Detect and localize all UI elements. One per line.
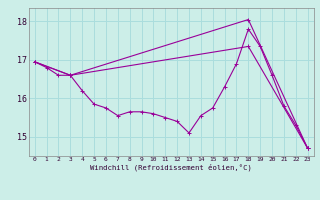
X-axis label: Windchill (Refroidissement éolien,°C): Windchill (Refroidissement éolien,°C)	[90, 164, 252, 171]
